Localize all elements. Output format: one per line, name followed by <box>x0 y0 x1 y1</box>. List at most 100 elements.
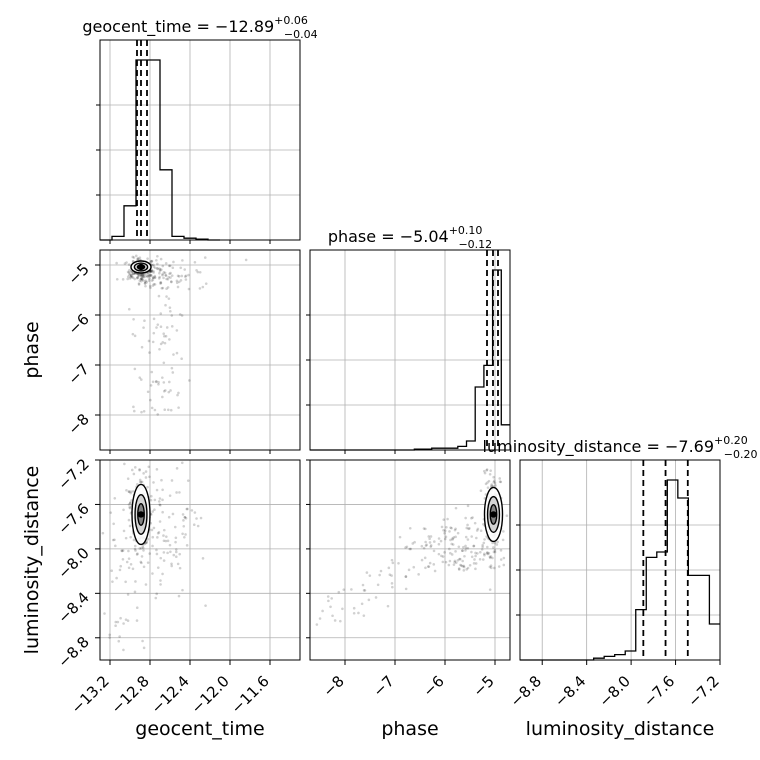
scatter-point <box>444 560 448 564</box>
scatter-point <box>158 497 162 500</box>
scatter-point <box>138 376 142 379</box>
scatter-point <box>164 539 168 543</box>
scatter-point <box>131 259 135 263</box>
scatter-point <box>184 274 188 278</box>
scatter-point <box>491 541 494 545</box>
scatter-point <box>152 481 155 484</box>
scatter-point <box>473 521 477 525</box>
panel-title-geocent_time: geocent_time = −12.89+0.06 −0.04 <box>82 14 317 41</box>
scatter-point <box>152 269 155 273</box>
scatter-point <box>125 261 128 264</box>
scatter-point <box>159 281 162 284</box>
scatter-point <box>466 546 470 550</box>
scatter-point <box>454 550 457 553</box>
scatter-point <box>119 616 122 620</box>
scatter-point <box>136 257 139 260</box>
scatter-point <box>201 285 205 289</box>
scatter-point <box>177 594 181 598</box>
xtick-label-luminosity_distance-0: −8.8 <box>507 672 545 710</box>
scatter-point <box>172 553 176 557</box>
scatter-point <box>128 268 131 272</box>
scatter-point <box>198 270 202 274</box>
scatter-point <box>159 325 163 328</box>
scatter-point <box>167 297 171 300</box>
scatter-point <box>175 279 179 283</box>
scatter-point <box>390 558 394 562</box>
scatter-point <box>141 273 145 277</box>
scatter-point <box>429 545 433 548</box>
scatter-point <box>142 272 145 276</box>
scatter-point <box>142 549 145 552</box>
scatter-point <box>161 376 164 379</box>
scatter-point <box>453 528 457 532</box>
scatter-point <box>473 558 476 561</box>
scatter-point <box>484 482 488 486</box>
scatter-point <box>165 326 169 329</box>
scatter-point <box>367 598 371 602</box>
scatter-point <box>357 611 360 615</box>
scatter-point <box>131 567 135 571</box>
scatter-point <box>182 524 186 528</box>
scatter-point <box>376 583 380 587</box>
scatter-point <box>422 527 426 530</box>
scatter-point <box>426 565 430 568</box>
scatter-point <box>475 536 478 540</box>
scatter-point <box>444 535 448 539</box>
scatter-point <box>185 507 189 511</box>
scatter-point <box>116 620 120 624</box>
scatter-point <box>427 535 431 538</box>
scatter-point <box>151 572 154 575</box>
scatter-point <box>492 550 496 554</box>
scatter-point <box>161 272 164 276</box>
scatter-point <box>168 264 172 268</box>
scatter-point <box>146 537 150 541</box>
scatter-point <box>130 468 134 472</box>
scatter-point <box>476 552 479 555</box>
scatter-point <box>327 599 330 603</box>
scatter-point <box>139 277 143 281</box>
scatter-point <box>448 547 451 551</box>
density-peak-lum-geocent <box>137 511 145 518</box>
scatter-point <box>186 507 189 511</box>
scatter-point <box>169 309 172 313</box>
scatter-point <box>150 260 153 263</box>
scatter-point <box>137 257 140 260</box>
scatter-point <box>164 261 168 265</box>
scatter-point <box>144 476 148 479</box>
scatter-point <box>151 276 155 279</box>
scatter-point <box>130 274 133 277</box>
scatter-point <box>143 280 147 284</box>
scatter-point <box>159 281 163 285</box>
scatter-point <box>150 269 153 273</box>
scatter-point <box>148 475 151 479</box>
scatter-point <box>363 589 367 592</box>
scatter-point <box>493 541 497 545</box>
xtick-label-geocent_time-1: −12.8 <box>108 672 153 717</box>
scatter-point <box>458 557 461 561</box>
scatter-point <box>440 525 444 529</box>
scatter-point <box>169 550 172 554</box>
scatter-point <box>136 258 140 261</box>
scatter-point <box>163 271 167 275</box>
scatter-point <box>131 332 135 336</box>
scatter-point <box>156 566 160 569</box>
scatter-point <box>114 620 118 624</box>
scatter-point <box>176 393 179 397</box>
scatter-point <box>166 286 170 289</box>
scatter-point <box>150 279 154 282</box>
scatter-point <box>172 353 175 356</box>
scatter-point <box>493 566 496 570</box>
scatter-point <box>132 409 136 413</box>
scatter-point <box>168 272 171 276</box>
scatter-point <box>417 573 420 576</box>
xtick-label-luminosity_distance-2: −8.0 <box>595 672 633 710</box>
scatter-point <box>196 270 200 274</box>
scatter-point <box>170 564 173 568</box>
scatter-point <box>159 257 163 261</box>
panel-frames <box>99 39 721 661</box>
scatter-point <box>174 548 178 551</box>
scatter-point <box>139 378 143 381</box>
scatter-point <box>460 564 463 567</box>
scatter-point <box>432 563 436 566</box>
scatter-point <box>113 538 116 542</box>
